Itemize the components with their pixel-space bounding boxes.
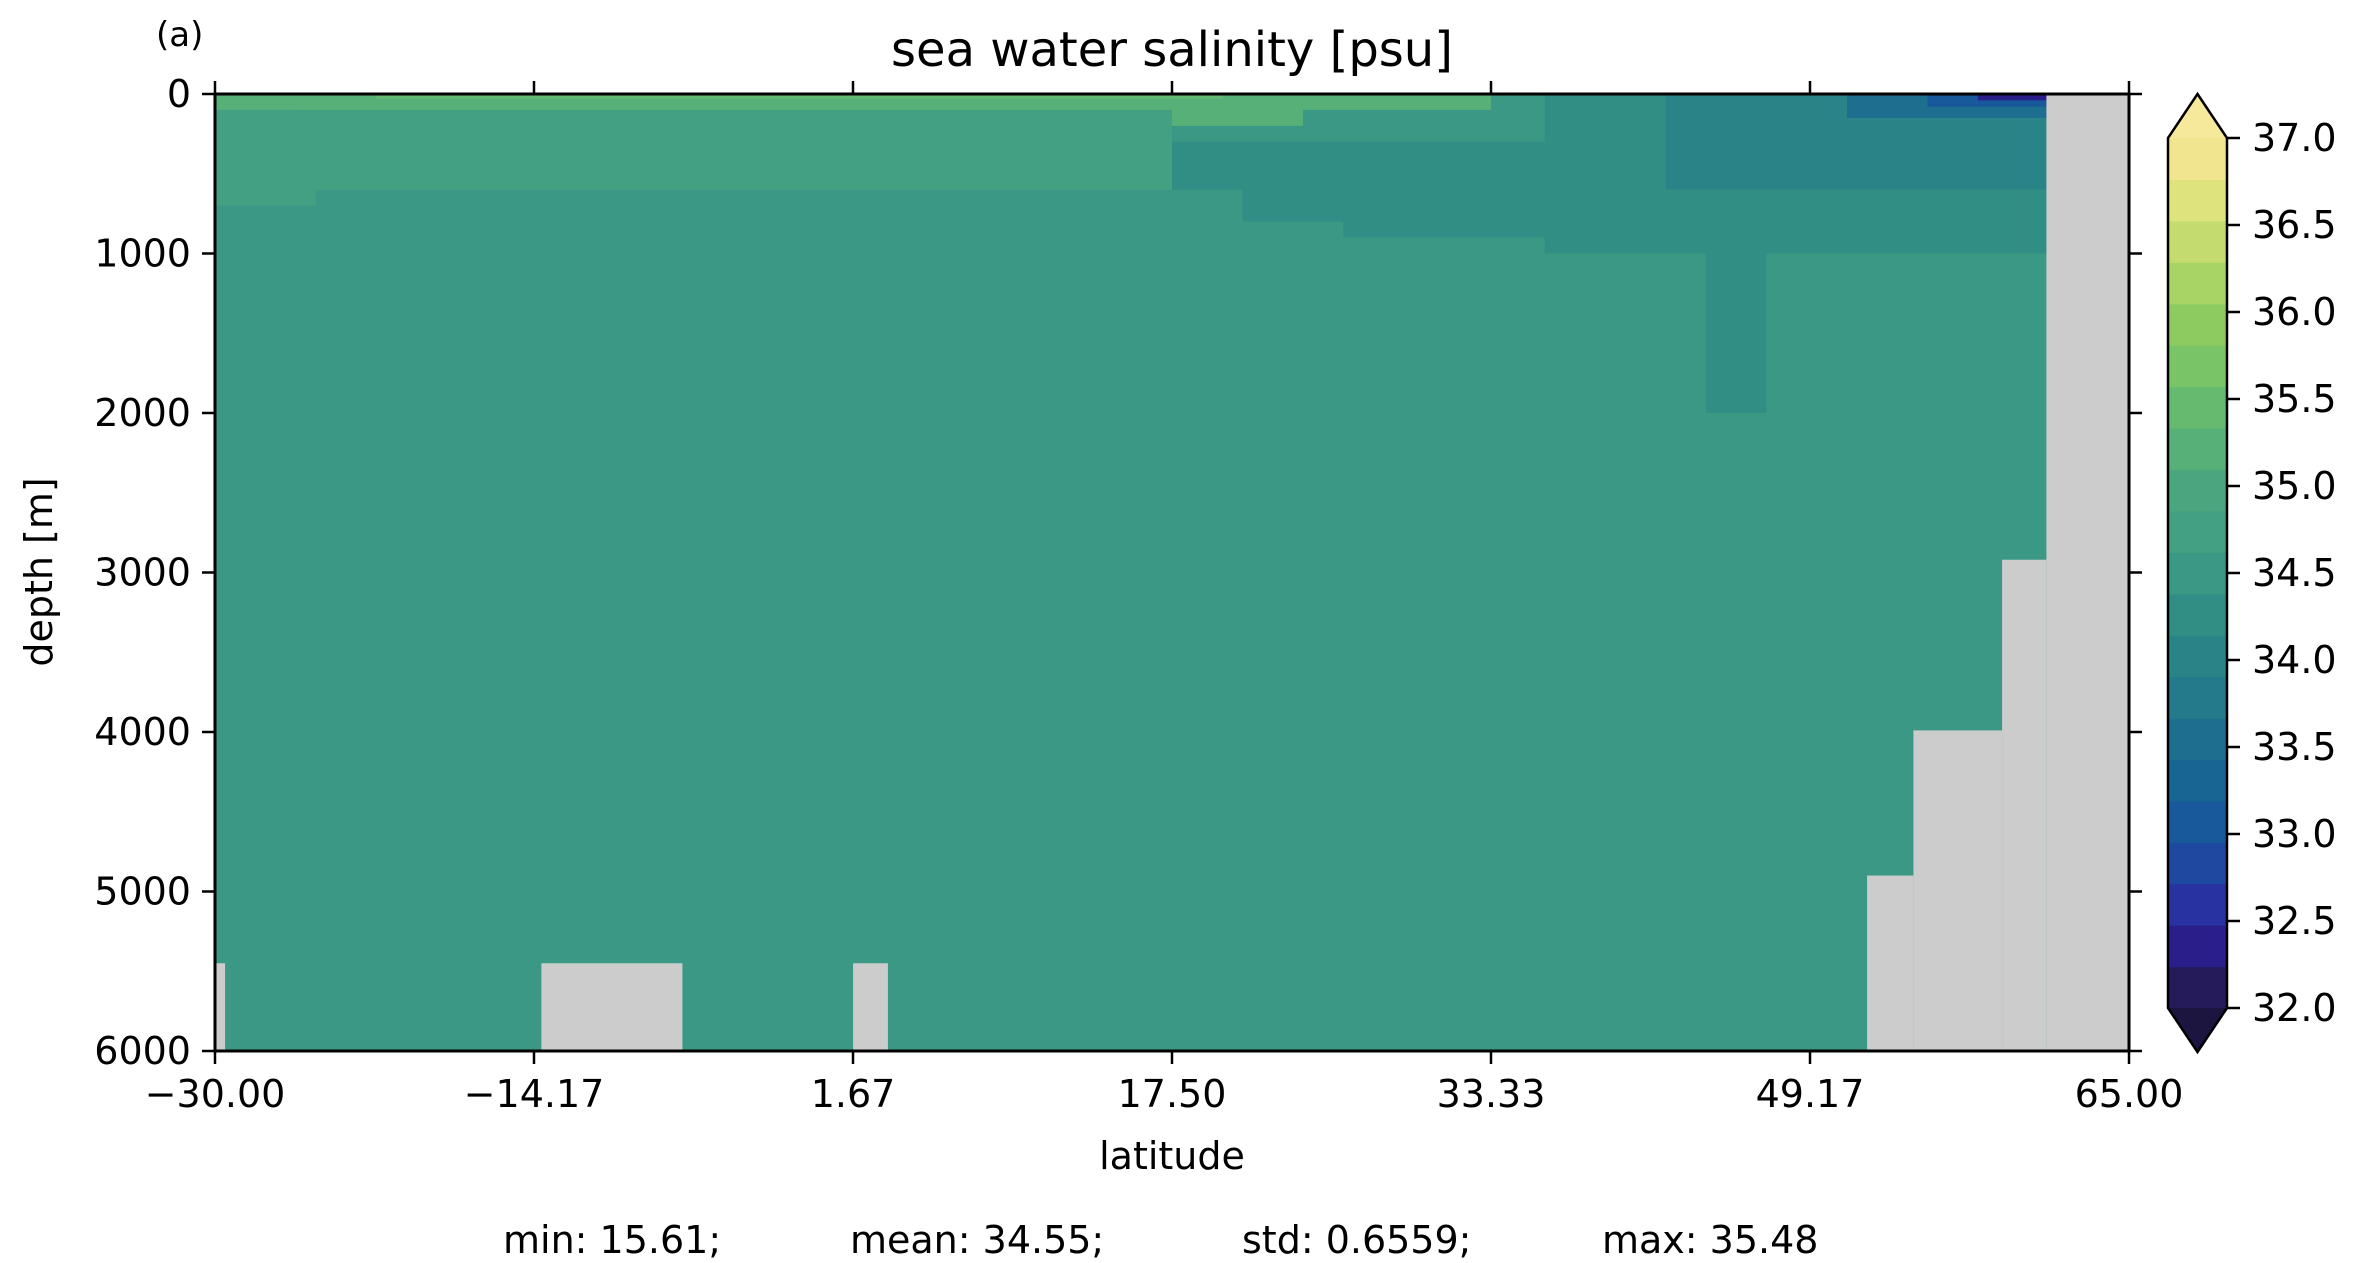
panel-label: (a) [156, 15, 203, 55]
salinity-cell [376, 94, 1223, 99]
colorbar-bin [2168, 345, 2227, 388]
land-cell [541, 963, 683, 1051]
colorbar-extend-min [2168, 1008, 2227, 1052]
colorbar-bin [2168, 386, 2227, 429]
x-tick-label: −14.17 [464, 1072, 605, 1116]
stat-min: min: 15.61; [503, 1218, 721, 1262]
colorbar-tick-label: 34.0 [2252, 638, 2337, 682]
colorbar-extend-max [2168, 94, 2227, 138]
salinity-cell [215, 109, 1172, 190]
land-cell [2002, 559, 2047, 1051]
x-tick-label: −30.00 [145, 1072, 286, 1116]
colorbar-tick-label: 35.0 [2252, 464, 2337, 508]
y-tick-label: 5000 [94, 870, 191, 914]
colorbar-bin [2168, 800, 2227, 843]
colorbar-bin [2168, 593, 2227, 636]
land-mask [215, 94, 2129, 1051]
salinity-heatmap [215, 94, 2129, 1051]
stat-max: max: 35.48 [1602, 1218, 1818, 1262]
colorbar-tick-label: 35.5 [2252, 377, 2337, 421]
salinity-cell [215, 189, 316, 206]
colorbar-bin [2168, 718, 2227, 761]
colorbar-tick-label: 32.5 [2252, 899, 2337, 943]
stat-std: std: 0.6559; [1242, 1218, 1471, 1262]
salinity-cell [1977, 94, 2059, 101]
colorbar-bin [2168, 262, 2227, 305]
land-cell [215, 963, 226, 1051]
x-tick-label: 1.67 [811, 1072, 896, 1116]
colorbar-bin [2168, 303, 2227, 346]
colorbar-bin [2168, 138, 2227, 181]
colorbar-tick-label: 34.5 [2252, 551, 2337, 595]
x-tick-label: 65.00 [2075, 1072, 2184, 1116]
colorbar-tick-label: 33.5 [2252, 725, 2337, 769]
land-cell [853, 963, 888, 1051]
x-axis: −30.00 −14.17 1.67 17.50 33.33 49.17 65.00 [145, 81, 2184, 1116]
colorbar-bin [2168, 510, 2227, 553]
y-tick-label: 4000 [94, 710, 191, 754]
colorbar-bin [2168, 883, 2227, 926]
x-axis-label: latitude [1099, 1134, 1245, 1178]
colorbar-tick-label: 36.0 [2252, 290, 2337, 334]
y-tick-label: 0 [167, 72, 191, 116]
land-cell [1867, 875, 1914, 1051]
y-axis-label: depth [m] [17, 477, 61, 666]
y-tick-label: 1000 [94, 232, 191, 276]
colorbar-bin [2168, 925, 2227, 968]
colorbar: 32.0 32.5 33.0 33.5 34.0 34.5 35.0 35.5 36.0 36.5… [2166, 91, 2337, 1055]
colorbar-tick-label: 32.0 [2252, 986, 2337, 1030]
colorbar-bin [2168, 842, 2227, 885]
stat-mean: mean: 34.55; [850, 1218, 1104, 1262]
colorbar-bin [2168, 759, 2227, 802]
salinity-cell [1705, 253, 1767, 413]
colorbar-bin [2168, 635, 2227, 678]
x-tick-label: 17.50 [1118, 1072, 1227, 1116]
chart-title: sea water salinity [psu] [891, 22, 1453, 78]
land-cell [2046, 94, 2129, 1051]
colorbar-bin [2168, 428, 2227, 471]
x-tick-label: 49.17 [1756, 1072, 1865, 1116]
colorbar-bin [2168, 220, 2227, 263]
colorbar-bin [2168, 676, 2227, 719]
x-tick-label: 33.33 [1437, 1072, 1546, 1116]
y-tick-label: 6000 [94, 1029, 191, 1073]
colorbar-bin [2168, 179, 2227, 222]
colorbar-tick-label: 36.5 [2252, 203, 2337, 247]
colorbar-bin [2168, 966, 2227, 1009]
y-tick-label: 3000 [94, 551, 191, 595]
colorbar-tick-label: 33.0 [2252, 812, 2337, 856]
colorbar-bin [2168, 552, 2227, 595]
land-cell [1913, 730, 2003, 1051]
y-tick-label: 2000 [94, 391, 191, 435]
colorbar-bin [2168, 469, 2227, 512]
y-axis: 0 1000 2000 3000 4000 5000 6000 [94, 72, 2142, 1073]
colorbar-tick-label: 37.0 [2252, 116, 2337, 160]
